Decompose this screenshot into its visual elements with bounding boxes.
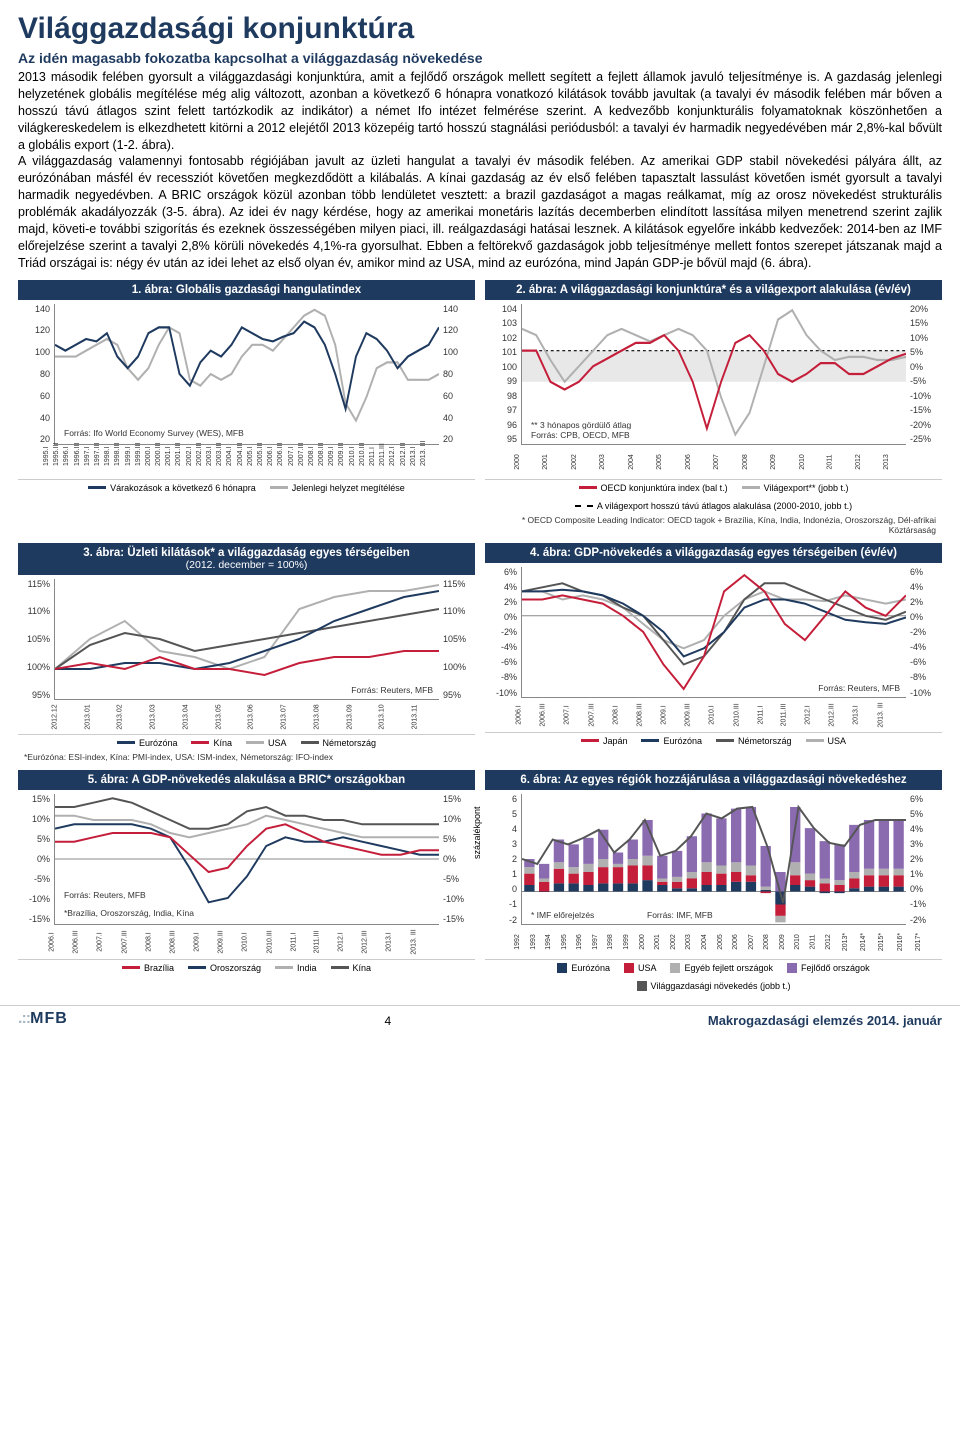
body-paragraph: 2013 második felében gyorsult a világgaz… — [18, 69, 942, 272]
chart5-source: Forrás: Reuters, MFB — [62, 889, 148, 901]
chart3-source: Forrás: Reuters, MFB — [349, 684, 435, 696]
chart1-source: Forrás: Ifo World Economy Survey (WES), … — [62, 427, 246, 439]
chart4: 6%4%2%0%-2%-4%-6%-8%-10% 6%4%2%0%-2%-4%-… — [485, 563, 942, 733]
chart5-title: 5. ábra: A GDP-növekedés alakulása a BRI… — [18, 770, 475, 790]
chart1: 14012010080604020 14012010080604020 Forr… — [18, 300, 475, 480]
page-number: 4 — [384, 1014, 391, 1028]
chart5: 15%10%5%0%-5%-10%-15% 15%10%5%0%-5%-10%-… — [18, 790, 475, 960]
chart6-ylabel: százalékpont — [472, 806, 482, 859]
logo: .::MFB — [18, 1010, 68, 1028]
chart1-title: 1. ábra: Globális gazdasági hangulatinde… — [18, 280, 475, 300]
chart6-note2: Forrás: IMF, MFB — [645, 909, 715, 921]
chart2-note2: Forrás: CPB, OECD, MFB — [529, 429, 632, 441]
chart4-title: 4. ábra: GDP-növekedés a világgazdaság e… — [485, 543, 942, 563]
chart6-legend: EurózónaUSAEgyéb fejlett országokFejlődő… — [485, 960, 942, 993]
chart3-footnote: *Eurózóna: ESI-index, Kína: PMI-index, U… — [18, 750, 475, 764]
chart6: 6543210-1-2 százalékpont 6%5%4%3%2%1%0%-… — [485, 790, 942, 960]
chart4-legend: JapánEurózónaNémetországUSA — [485, 733, 942, 748]
chart3-title: 3. ábra: Üzleti kilátások* a világgazdas… — [18, 543, 475, 575]
page-footer: .::MFB 4 Makrogazdasági elemzés 2014. ja… — [0, 1005, 960, 1034]
page-subtitle: Az idén magasabb fokozatba kapcsolhat a … — [18, 50, 942, 66]
chart5-legend: BrazíliaOroszországIndiaKína — [18, 960, 475, 975]
page-title: Világgazdasági konjunktúra — [18, 12, 942, 46]
chart2-legend: OECD konjunktúra index (bal t.)Világexpo… — [485, 480, 942, 513]
chart2: 1041031021011009998979695 20%15%10%5%0%-… — [485, 300, 942, 480]
chart2-title: 2. ábra: A világgazdasági konjunktúra* é… — [485, 280, 942, 300]
chart6-note1: * IMF előrejelzés — [529, 909, 596, 921]
chart2-note3: * OECD Composite Leading Indicator: OECD… — [485, 513, 942, 537]
chart6-title: 6. ábra: Az egyes régiók hozzájárulása a… — [485, 770, 942, 790]
chart5-footnote: *Brazília, Oroszország, India, Kína — [62, 907, 196, 919]
chart3-legend: EurózónaKínaUSANémetország — [18, 735, 475, 750]
chart3: 115%110%105%100%95% 115%110%105%100%95% … — [18, 575, 475, 735]
publication-name: Makrogazdasági elemzés 2014. január — [708, 1013, 942, 1028]
chart1-legend: Várakozások a következő 6 hónapraJelenle… — [18, 480, 475, 495]
chart4-source: Forrás: Reuters, MFB — [816, 682, 902, 694]
